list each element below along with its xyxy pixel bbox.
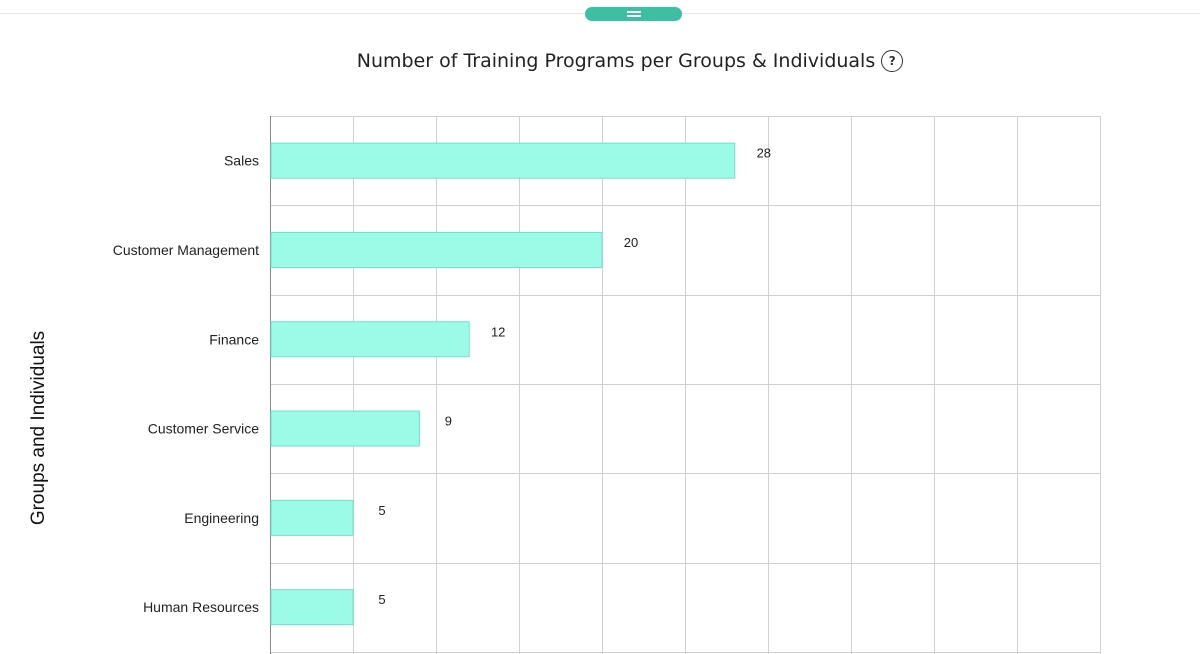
bar <box>270 589 354 626</box>
chart-title: Number of Training Programs per Groups &… <box>356 50 876 72</box>
category-label: Customer Management <box>113 242 259 258</box>
category-label: Human Resources <box>143 599 259 615</box>
data-label: 28 <box>757 146 771 161</box>
category-label: Sales <box>224 153 259 169</box>
data-label: 12 <box>491 324 505 339</box>
category-label: Engineering <box>184 510 259 526</box>
drag-handle-grip-icon <box>627 11 641 13</box>
bar <box>270 231 603 268</box>
help-icon[interactable]: ? <box>881 50 904 72</box>
data-label: 5 <box>378 503 385 518</box>
bar <box>270 499 354 536</box>
bar <box>270 321 470 358</box>
data-label: 9 <box>445 414 452 429</box>
data-label: 20 <box>624 235 638 250</box>
drag-handle-grip-line <box>627 15 641 17</box>
category-label: Customer Service <box>148 421 259 437</box>
bar <box>270 410 420 447</box>
chart-header: Number of Training Programs per Groups &… <box>0 50 1200 72</box>
category-label: Finance <box>209 331 259 347</box>
data-label: 5 <box>378 592 385 607</box>
bar <box>270 142 736 179</box>
drag-handle[interactable] <box>585 7 682 21</box>
